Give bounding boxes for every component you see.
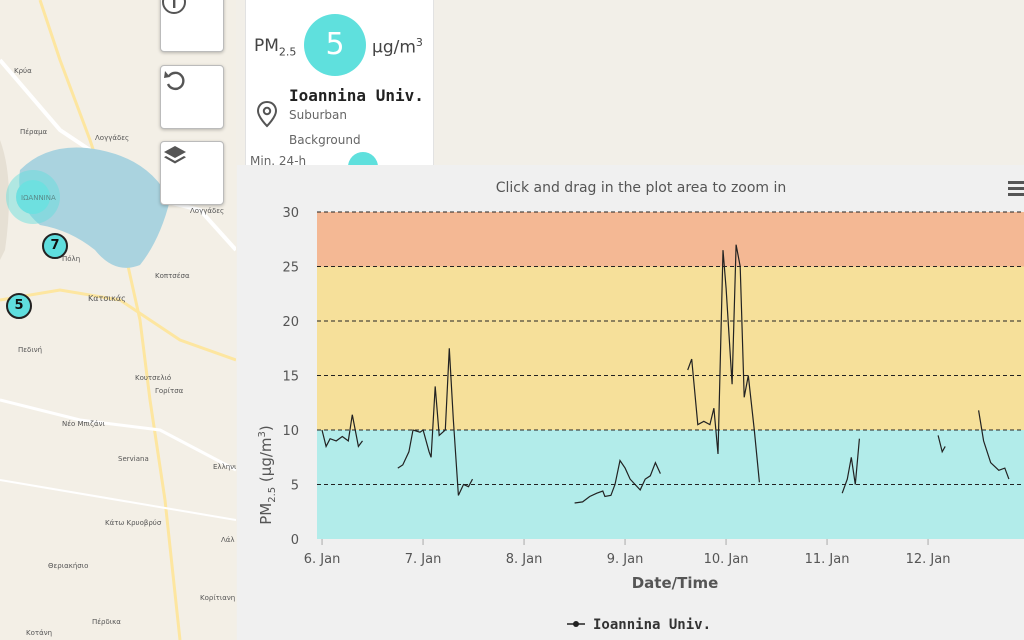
map-label: Serviana xyxy=(118,455,149,463)
map-label: Λογγάδες xyxy=(95,134,130,142)
series-line xyxy=(574,458,661,504)
series-line xyxy=(687,244,760,483)
map-label: Γορίτσα xyxy=(155,387,184,395)
info-icon xyxy=(162,0,186,14)
chart-menu-icon[interactable] xyxy=(1008,181,1024,196)
pm-label: PM2.5 xyxy=(254,36,297,59)
refresh-icon xyxy=(164,71,185,91)
series-line xyxy=(321,414,363,449)
map-label: Κατσικάς xyxy=(88,294,126,303)
map-label: ΙΩΑΝΝΙΝΑ xyxy=(21,194,56,202)
map-label: Πόλη xyxy=(62,255,81,263)
station-name: Ioannina Univ. xyxy=(289,86,424,105)
pm25-chart[interactable]: 0 5 10 15 20 25 30 6. Jan 7. Jan 8. Jan 9. Jan 10. … xyxy=(237,165,1024,640)
map-label: Κοπτσέσα xyxy=(155,272,190,280)
series-line xyxy=(937,435,946,454)
pm-value-badge: 5 xyxy=(304,14,366,76)
map-label: Ελληνι xyxy=(213,463,236,471)
chart-panel[interactable]: 0 5 10 15 20 25 30 6. Jan 7. Jan 8. Jan 9. Jan 10. … xyxy=(237,165,1024,640)
map-label: Πέρδικα xyxy=(92,618,121,626)
map-label: Θεριακήσιο xyxy=(48,562,89,570)
reset-view-button[interactable] xyxy=(160,65,224,129)
station-category: Background xyxy=(289,133,361,147)
map-label: Λάλ xyxy=(221,536,235,544)
station-marker[interactable]: 5 xyxy=(6,293,32,319)
y-tick-label: 20 xyxy=(282,315,299,330)
map-label: Νέο Μπιζάνι xyxy=(62,420,105,428)
map-label: Κουτσελιό xyxy=(135,374,172,382)
x-axis-title: Date/Time xyxy=(632,574,719,592)
y-tick-label: 0 xyxy=(291,533,299,548)
legend-item[interactable]: Ioannina Univ. xyxy=(567,617,711,633)
x-tick-label: 9. Jan xyxy=(607,552,644,567)
map-label: Κρύα xyxy=(14,67,32,75)
location-pin-icon xyxy=(256,100,278,128)
map-panel[interactable]: Κρύα Πέραμα Λογγάδες Λογγάδες Πόλη Κατσι… xyxy=(0,0,236,640)
x-tick-label: 7. Jan xyxy=(405,552,442,567)
x-tick-label: 8. Jan xyxy=(506,552,543,567)
layers-icon xyxy=(164,146,186,164)
map-label: Πέραμα xyxy=(20,128,48,136)
min-24h-label: Min. 24-h xyxy=(250,154,307,166)
y-axis-title: PM2.5 (μg/m3) xyxy=(257,425,278,525)
y-tick-label: 15 xyxy=(282,370,299,385)
station-type: Suburban xyxy=(289,108,347,122)
min-24h-badge xyxy=(348,152,378,165)
map-canvas xyxy=(0,0,236,640)
chart-subtitle: Click and drag in the plot area to zoom … xyxy=(496,180,787,196)
chart-band xyxy=(317,212,1024,267)
pm-unit: μg/m3 xyxy=(372,36,423,58)
y-tick-label: 5 xyxy=(291,479,299,494)
series-line xyxy=(397,348,474,496)
station-marker[interactable]: 7 xyxy=(42,233,68,259)
y-tick-label: 30 xyxy=(282,206,299,221)
map-label: Κορίτιανη xyxy=(200,594,236,602)
x-tick-label: 10. Jan xyxy=(704,552,749,567)
layers-button[interactable] xyxy=(160,141,224,205)
selected-station-marker-core xyxy=(16,180,50,214)
map-label: Λογγάδες xyxy=(190,207,225,215)
selected-station-marker[interactable]: ΙΩΑΝΝΙΝΑ xyxy=(6,170,60,224)
chart-band xyxy=(317,266,1024,430)
y-tick-label: 10 xyxy=(282,424,299,439)
map-label: Κάτω Κρυοβρύσ xyxy=(105,519,162,527)
info-button[interactable] xyxy=(160,0,224,52)
series-line xyxy=(978,410,1010,480)
map-label: Πεδινή xyxy=(18,346,43,354)
x-tick-label: 6. Jan xyxy=(304,552,341,567)
series-line xyxy=(841,438,860,494)
station-info-card: PM2.5 5 μg/m3 Ioannina Univ. Suburban Ba… xyxy=(245,0,434,166)
x-tick-label: 11. Jan xyxy=(805,552,850,567)
map-label: Κοτάνη xyxy=(26,629,53,637)
x-tick-label: 12. Jan xyxy=(906,552,951,567)
y-tick-label: 25 xyxy=(282,261,299,276)
legend-label: Ioannina Univ. xyxy=(593,617,711,633)
